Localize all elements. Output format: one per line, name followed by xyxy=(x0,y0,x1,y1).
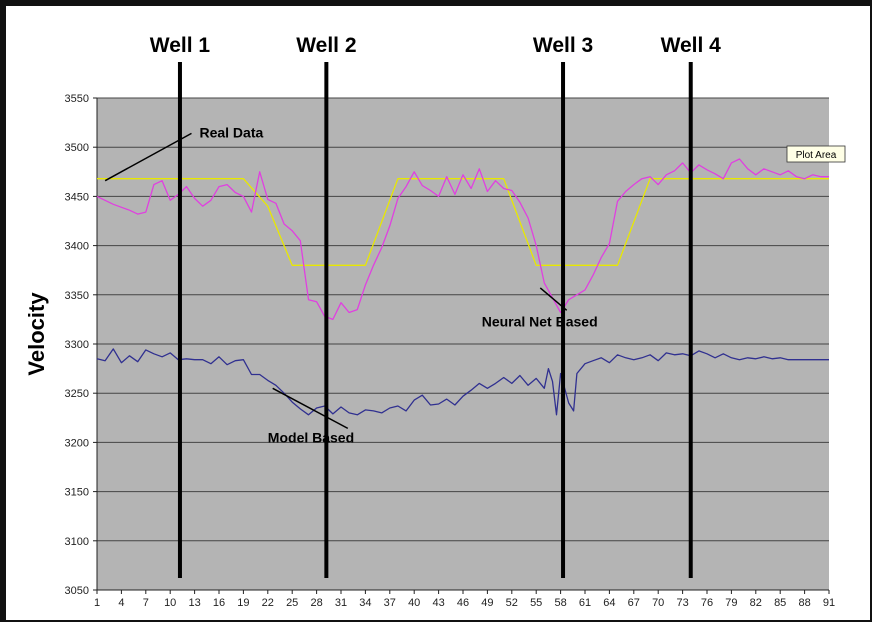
x-tick-label: 7 xyxy=(143,597,149,609)
x-tick-label: 22 xyxy=(262,597,274,609)
y-tick-label: 3050 xyxy=(65,585,89,597)
y-tick-label: 3400 xyxy=(65,241,89,253)
annotation-label: Neural Net Based xyxy=(482,313,598,329)
y-tick-label: 3500 xyxy=(65,142,89,154)
well-label-4: Well 4 xyxy=(661,34,722,57)
x-tick-label: 28 xyxy=(310,597,322,609)
wells-layer: Well 1 Well 2 Well 3 Well 4 xyxy=(150,34,721,578)
x-tick-label: 76 xyxy=(701,597,713,609)
tooltip-label: Plot Area xyxy=(796,150,837,161)
x-tick-label: 70 xyxy=(652,597,664,609)
series-line-neural xyxy=(96,158,829,321)
series-layer xyxy=(96,158,829,416)
x-tick-label: 49 xyxy=(481,597,493,609)
x-tick-label: 13 xyxy=(188,597,200,609)
x-tick-label: 16 xyxy=(213,597,225,609)
x-tick-label: 55 xyxy=(530,597,542,609)
y-tick-label: 3100 xyxy=(65,536,89,548)
x-tick-label: 64 xyxy=(603,597,615,609)
series-line-model xyxy=(96,348,829,416)
x-tick-label: 34 xyxy=(359,597,371,609)
x-tick-label: 88 xyxy=(798,597,810,609)
annotation-label: Real Data xyxy=(199,124,263,140)
x-tick-label: 43 xyxy=(432,597,444,609)
x-tick-label: 10 xyxy=(164,597,176,609)
x-tick-label: 82 xyxy=(750,597,762,609)
annotation-leader xyxy=(104,132,192,182)
x-tick-label: 58 xyxy=(554,597,566,609)
plot-area-tooltip: Plot Area xyxy=(786,145,846,163)
y-tick-label: 3200 xyxy=(65,437,89,449)
x-tick-label: 61 xyxy=(579,597,591,609)
x-tick-label: 19 xyxy=(237,597,249,609)
x-tick-label: 25 xyxy=(286,597,298,609)
window-left-edge xyxy=(2,6,6,620)
gridlines xyxy=(97,97,829,542)
x-tick-label: 52 xyxy=(506,597,518,609)
annotation-label: Model Based xyxy=(268,429,354,445)
x-tick-label: 31 xyxy=(335,597,347,609)
y-tick-label: 3300 xyxy=(65,339,89,351)
y-tick-label: 3350 xyxy=(65,290,89,302)
x-tick-label: 46 xyxy=(457,597,469,609)
well-label-1: Well 1 xyxy=(150,34,211,57)
window-top-edge xyxy=(2,2,870,6)
y-tick-label: 3150 xyxy=(65,487,89,499)
well-label-3: Well 3 xyxy=(533,34,593,57)
series-line-real xyxy=(97,178,829,266)
well-label-2: Well 2 xyxy=(296,34,356,57)
x-tick-label: 37 xyxy=(384,597,396,609)
x-tick-label: 73 xyxy=(676,597,688,609)
x-tick-labels: 1 4 7 10 13 16 19 22 25 28 31 34 37 40 43 46 49 52 55 58 61 6… xyxy=(94,590,835,609)
y-tick-label: 3250 xyxy=(65,388,89,400)
x-tick-label: 40 xyxy=(408,597,420,609)
x-tick-label: 91 xyxy=(823,597,835,609)
x-tick-label: 1 xyxy=(94,597,100,609)
x-tick-label: 79 xyxy=(725,597,737,609)
annotations-layer: Real Data Neural Net Based Model Based xyxy=(104,124,598,445)
annotation-leader xyxy=(539,287,568,311)
tooltip-box xyxy=(786,145,846,163)
x-tick-label: 67 xyxy=(628,597,640,609)
y-axis-title: Velocity xyxy=(24,292,49,376)
y-tick-label: 3450 xyxy=(65,191,89,203)
y-tick-labels: 3050 3100 3150 3200 3250 3300 3350 3400 3450 3500… xyxy=(65,93,97,597)
x-tick-label: 4 xyxy=(118,597,124,609)
x-tick-label: 85 xyxy=(774,597,786,609)
y-tick-label: 3550 xyxy=(65,93,89,105)
annotation-leader xyxy=(272,387,349,430)
